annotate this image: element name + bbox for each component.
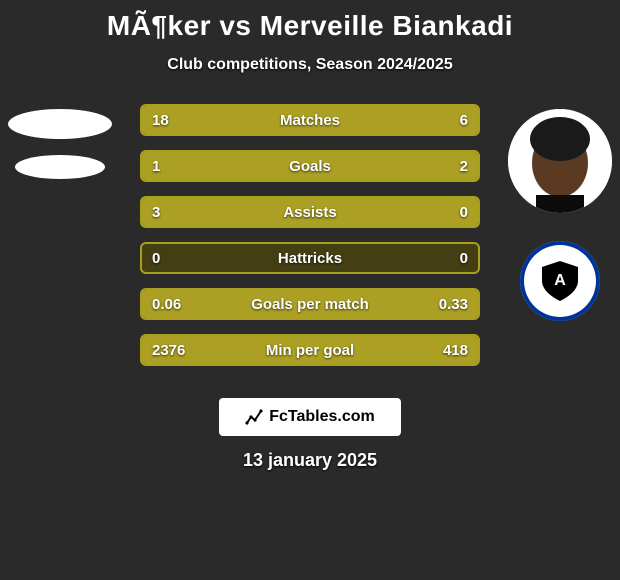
stat-label: Min per goal — [142, 336, 478, 364]
site-name: FcTables.com — [269, 408, 375, 426]
player2-club-logo: A — [520, 241, 600, 321]
stat-label: Assists — [142, 198, 478, 226]
stat-bars: 186Matches 12Goals 30Assists 00Hattricks 0.0… — [140, 104, 480, 366]
stat-label: Goals per match — [142, 290, 478, 318]
content-area: A 186Matches 12Goals 30Assists 00Hattricks 0… — [0, 104, 620, 384]
stat-bar: 0.060.33Goals per match — [140, 288, 480, 320]
left-avatars — [0, 104, 120, 179]
comparison-card: MÃ¶ker vs Merveille Biankadi Club compet… — [0, 0, 620, 580]
player1-club-placeholder — [15, 155, 105, 179]
footer: FcTables.com 13 january 2025 — [0, 398, 620, 471]
stat-bar: 00Hattricks — [140, 242, 480, 274]
stat-bar: 12Goals — [140, 150, 480, 182]
stat-bar: 186Matches — [140, 104, 480, 136]
chart-icon — [245, 408, 263, 426]
site-badge: FcTables.com — [219, 398, 401, 436]
svg-text:A: A — [554, 272, 566, 289]
stat-label: Matches — [142, 106, 478, 134]
player2-face-icon — [508, 109, 612, 213]
stat-label: Goals — [142, 152, 478, 180]
date-text: 13 january 2025 — [243, 450, 377, 471]
stat-bar: 30Assists — [140, 196, 480, 228]
player2-photo — [508, 109, 612, 213]
player1-photo-placeholder — [8, 109, 112, 139]
right-avatars: A — [500, 104, 620, 321]
stat-label: Hattricks — [142, 244, 478, 272]
subtitle: Club competitions, Season 2024/2025 — [0, 56, 620, 74]
stat-bar: 2376418Min per goal — [140, 334, 480, 366]
page-title: MÃ¶ker vs Merveille Biankadi — [0, 10, 620, 42]
shield-icon: A — [538, 259, 582, 303]
